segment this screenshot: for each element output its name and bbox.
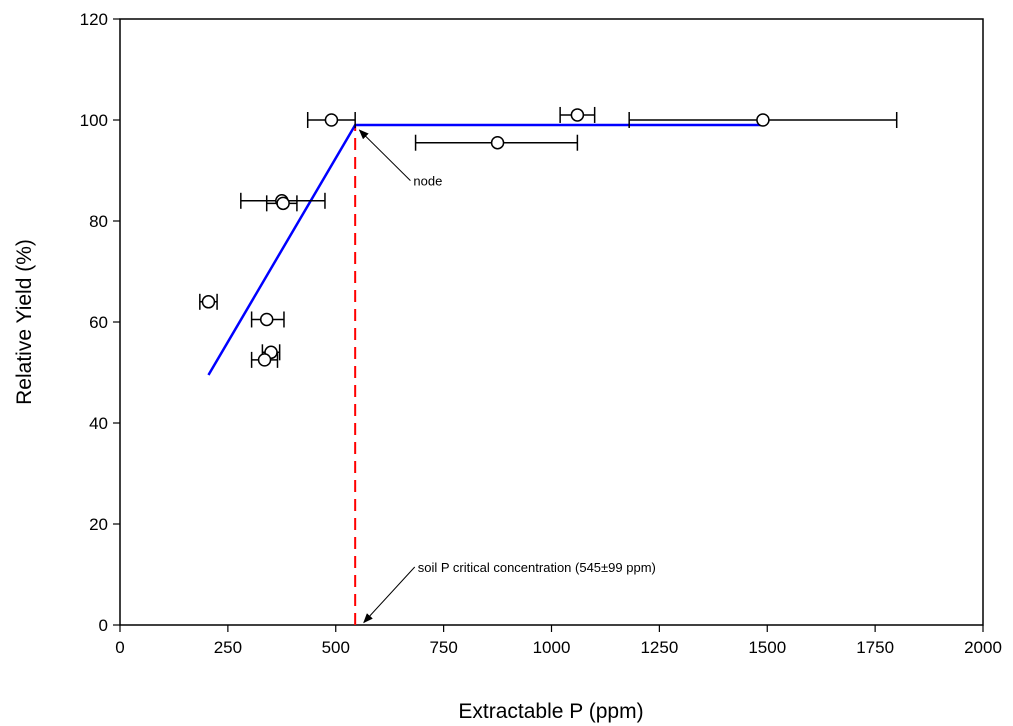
y-axis: 0 20 40 60 80 100 120 xyxy=(80,10,120,635)
data-point xyxy=(265,195,298,212)
data-marker xyxy=(257,353,272,367)
y-tick-label: 40 xyxy=(89,414,108,433)
x-axis-title: Extractable P (ppm) xyxy=(458,700,643,723)
data-point xyxy=(306,112,356,128)
x-tick-label: 250 xyxy=(214,638,242,657)
x-tick-label: 2000 xyxy=(964,638,1002,657)
x-tick-label: 0 xyxy=(115,638,124,657)
annotation-arrow xyxy=(358,129,411,182)
data-point xyxy=(199,293,218,310)
x-tick-label: 1000 xyxy=(533,638,571,657)
x-tick-label: 1500 xyxy=(748,638,786,657)
data-point xyxy=(250,311,285,328)
annotation-label: soil P critical concentration (545±99 pp… xyxy=(418,560,656,575)
data-marker xyxy=(324,113,339,127)
y-tick-label: 20 xyxy=(89,515,108,534)
data-point xyxy=(414,134,579,151)
y-tick-label: 60 xyxy=(89,313,108,332)
data-point xyxy=(628,112,898,128)
data-points-layer xyxy=(199,106,898,368)
data-point xyxy=(559,106,596,123)
fit-line-layer xyxy=(207,123,763,376)
y-tick-label: 0 xyxy=(99,616,108,635)
x-tick-label: 750 xyxy=(429,638,457,657)
data-marker xyxy=(201,295,216,309)
plot-frame xyxy=(119,18,984,626)
x-tick-label: 1250 xyxy=(640,638,678,657)
data-marker xyxy=(756,113,770,127)
y-axis-title: Relative Yield (%) xyxy=(13,239,36,405)
annotations-layer: node soil P critical concentration (545±9… xyxy=(358,129,656,624)
x-tick-label: 1750 xyxy=(856,638,894,657)
data-marker xyxy=(570,108,585,122)
fit-line xyxy=(207,123,763,376)
data-point xyxy=(250,351,279,368)
data-marker xyxy=(490,135,505,150)
annotation-label: node xyxy=(413,174,442,189)
data-marker xyxy=(276,196,290,211)
annotation-arrow xyxy=(363,566,416,624)
x-axis: 0 250 500 750 1000 1250 1500 1750 2000 xyxy=(115,625,1002,657)
data-marker xyxy=(259,312,274,327)
x-tick-label: 500 xyxy=(322,638,350,657)
y-tick-label: 100 xyxy=(80,111,108,130)
y-tick-label: 120 xyxy=(80,10,108,29)
y-tick-label: 80 xyxy=(89,212,108,231)
